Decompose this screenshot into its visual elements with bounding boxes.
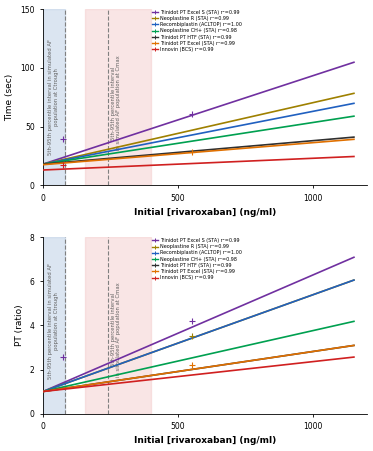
Y-axis label: Time (sec): Time (sec) [6,74,15,121]
Legend: Trinidot PT Excel S (STA) r²=0.99, Neoplastine R (STA) r²=0.99, Recombiplastin (: Trinidot PT Excel S (STA) r²=0.99, Neopl… [153,10,242,52]
Legend: Trinidot PT Excel S (STA) r²=0.99, Neoplastine R (STA) r²=0.99, Recombiplastin (: Trinidot PT Excel S (STA) r²=0.99, Neopl… [153,238,242,280]
Text: 5th-95th percentile interval in simulated AF
population at Ctrough: 5th-95th percentile interval in simulate… [48,263,59,379]
Bar [85,237,151,414]
X-axis label: Initial [rivaroxaban] (ng/ml): Initial [rivaroxaban] (ng/ml) [134,437,276,446]
Bar [85,9,151,185]
Bar [43,9,65,185]
Text: 5th-95th percentile interval in simulated AF
population at Ctrough: 5th-95th percentile interval in simulate… [48,39,59,155]
Y-axis label: PT (ratio): PT (ratio) [15,304,24,346]
Text: 5th-95th percentile interval
in simulated AF population at Cmax: 5th-95th percentile interval in simulate… [110,55,121,151]
Text: 5th-95th percentile interval
in simulated AF population at Cmax: 5th-95th percentile interval in simulate… [110,282,121,377]
Bar [43,237,65,414]
X-axis label: Initial [rivaroxaban] (ng/ml): Initial [rivaroxaban] (ng/ml) [134,208,276,217]
